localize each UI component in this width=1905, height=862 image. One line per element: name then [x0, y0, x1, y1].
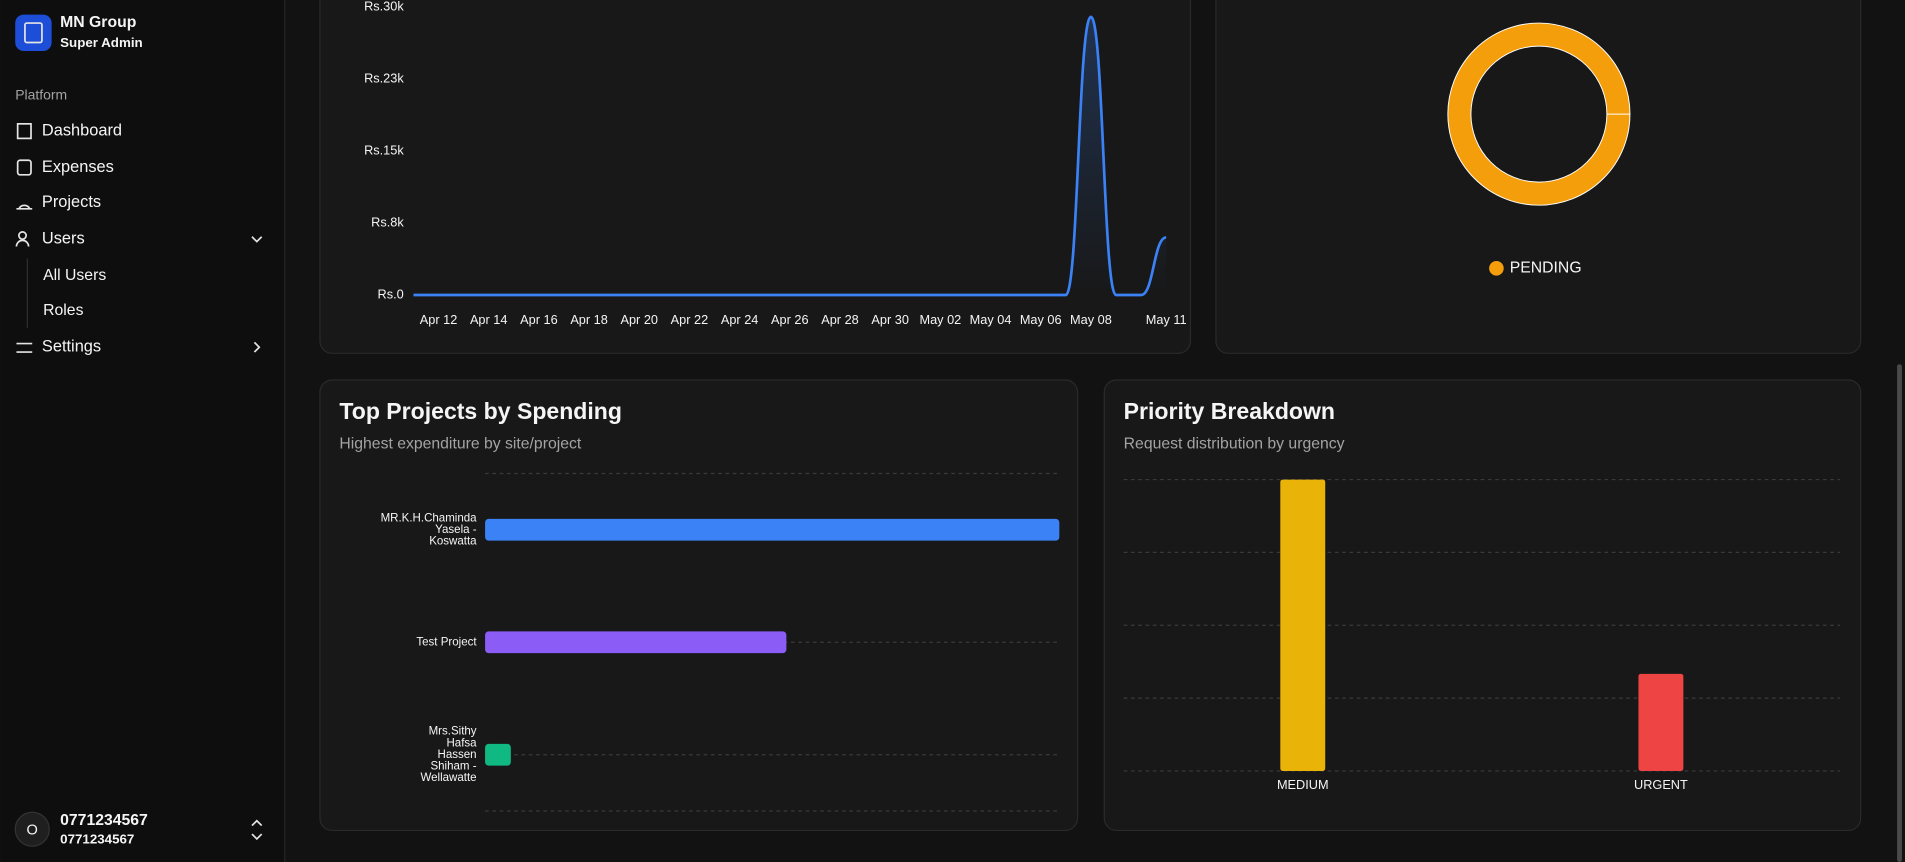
avatar	[14, 811, 50, 847]
x-tick-label: Apr 28	[821, 312, 859, 327]
icon	[16, 204, 33, 210]
y-tick-label: Test Project	[416, 636, 477, 648]
x-tick-label: Apr 22	[671, 312, 709, 327]
bar	[485, 518, 1060, 541]
icon	[16, 159, 32, 176]
y-tick-label: Hafsa	[446, 737, 477, 749]
y-tick-label: Rs.8k	[371, 214, 404, 229]
y-tick-label: Rs.30k	[364, 0, 404, 14]
user-detail: 0771234567	[60, 832, 134, 847]
x-tick-label: Apr 16	[520, 312, 558, 327]
x-tick-label: May 11	[1146, 312, 1187, 327]
line	[413, 15, 1167, 297]
scrollbar[interactable]	[1897, 364, 1902, 862]
menu-projects[interactable]: Projects	[16, 193, 101, 211]
x-tick-label: URGENT	[1634, 777, 1688, 792]
menu-users[interactable]: Users	[15, 230, 263, 248]
submenu-item[interactable]: All Users	[43, 267, 106, 284]
pie-slice	[1447, 22, 1631, 206]
chevron[interactable]	[251, 819, 263, 841]
x-tick-label: May 02	[919, 312, 961, 327]
icon	[15, 239, 30, 247]
card-subtitle: Request distribution by urgency	[1124, 436, 1345, 453]
x-tick-label: Apr 12	[420, 312, 458, 327]
y-tick-label: Rs.0	[378, 286, 404, 301]
menu-item[interactable]: Settings	[42, 338, 101, 356]
menu-item[interactable]: Expenses	[42, 158, 114, 176]
card	[319, 0, 1192, 354]
menu-item[interactable]: Projects	[42, 193, 101, 211]
section-label: Platform	[15, 87, 67, 103]
user-name: 0771234567	[60, 812, 148, 829]
logo[interactable]	[15, 14, 52, 51]
org-role: Super Admin	[60, 35, 143, 50]
x-tick-label: Apr 24	[721, 312, 759, 327]
icon	[16, 342, 33, 353]
y-tick-label: Rs.15k	[364, 143, 404, 158]
card-title: Priority Breakdown	[1124, 398, 1335, 424]
x-tick-label: May 08	[1070, 312, 1112, 327]
y-tick-label: Wellawatte	[420, 772, 476, 784]
card-subtitle: Highest expenditure by site/project	[339, 436, 581, 453]
legend-swatch	[1489, 261, 1504, 276]
y-tick-label: Hassen	[438, 749, 477, 761]
menu-settings[interactable]: Settings	[16, 338, 261, 356]
bar	[1638, 673, 1684, 771]
x-tick-label: Apr 20	[621, 312, 659, 327]
menu-expenses[interactable]: Expenses	[16, 158, 114, 176]
x-tick-label: Apr 14	[470, 312, 508, 327]
legend-label: PENDING	[1510, 259, 1582, 276]
y-tick-label: MR.K.H.Chaminda	[381, 512, 478, 524]
bar	[485, 743, 511, 766]
avatar-initial: O	[27, 822, 38, 838]
x-tick-label: Apr 26	[771, 312, 809, 327]
card	[319, 379, 1079, 832]
org-name: MN Group	[60, 14, 136, 31]
y-tick-label: Shiham -	[430, 760, 476, 772]
menu-item[interactable]: Dashboard	[42, 121, 122, 139]
menu-item[interactable]: Users	[42, 230, 85, 248]
y-tick-label: Yasela -	[435, 524, 477, 536]
bar	[485, 631, 787, 654]
x-tick-label: May 06	[1020, 312, 1062, 327]
chevron[interactable]	[251, 236, 263, 243]
x-tick-label: MEDIUM	[1277, 777, 1329, 792]
menu-dashboard[interactable]: Dashboard	[16, 121, 122, 140]
y-tick-label: Koswatta	[429, 535, 477, 547]
submenu-item[interactable]: Roles	[43, 302, 83, 319]
icon	[18, 231, 28, 241]
icon	[16, 122, 32, 140]
x-tick-label: Apr 30	[871, 312, 909, 327]
bar	[1280, 479, 1326, 771]
card-title: Top Projects by Spending	[339, 398, 622, 424]
sidebar	[0, 0, 285, 862]
y-tick-label: Rs.23k	[364, 71, 404, 86]
y-tick-label: Mrs.Sithy	[429, 726, 477, 738]
logo-icon	[24, 22, 43, 44]
x-tick-label: May 04	[970, 312, 1012, 327]
card	[1215, 0, 1862, 354]
user-profile[interactable]: O 0771234567 0771234567	[14, 811, 263, 847]
chevron[interactable]	[253, 341, 261, 353]
line-area	[413, 16, 1167, 296]
x-tick-label: Apr 18	[570, 312, 608, 327]
